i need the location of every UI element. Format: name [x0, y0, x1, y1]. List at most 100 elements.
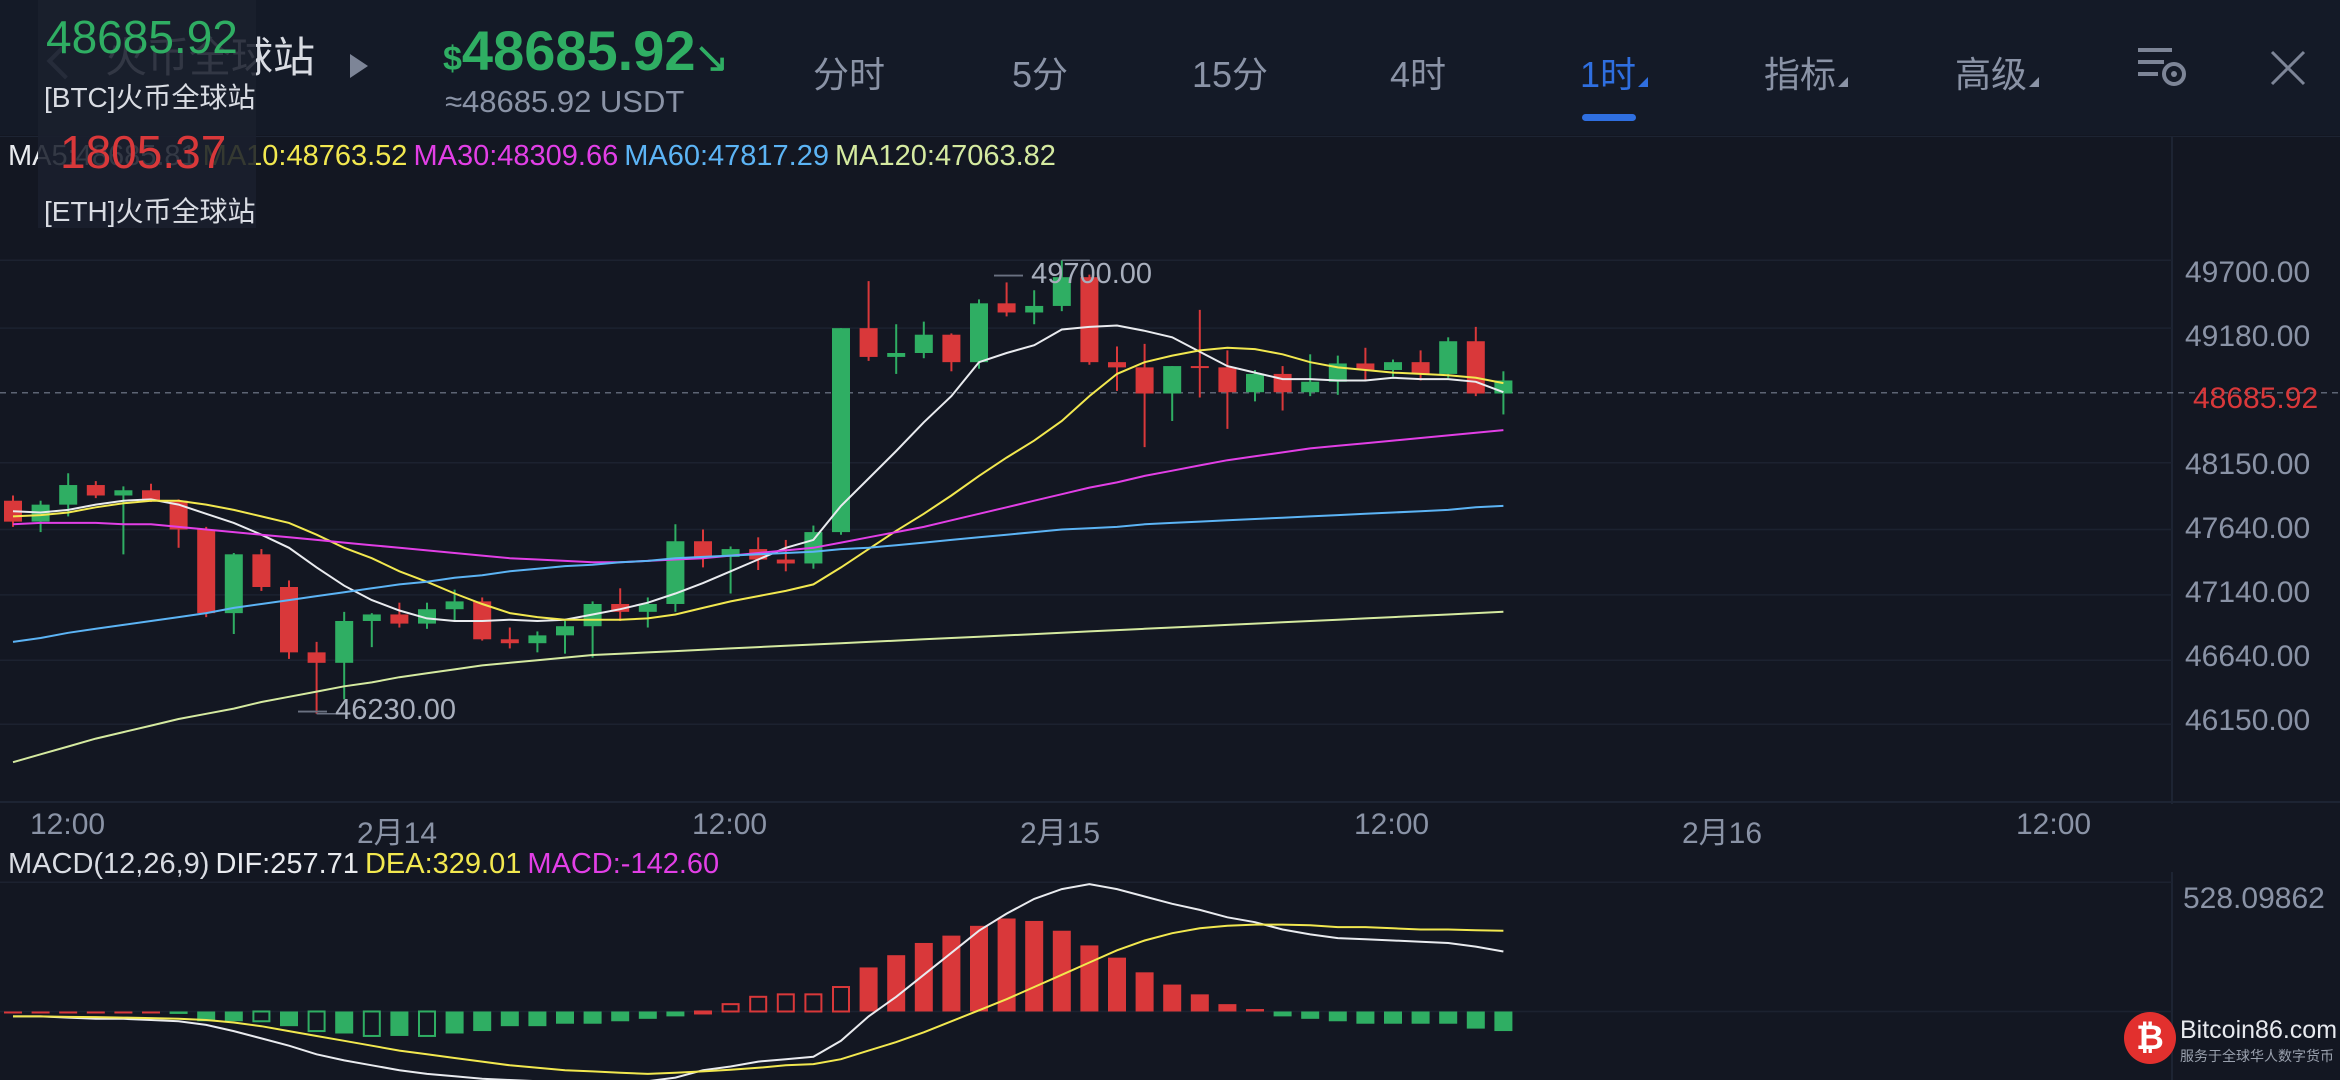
macd-bar [1384, 1011, 1402, 1024]
macd-bar [1080, 945, 1099, 1012]
macd-bar [1273, 1011, 1292, 1017]
dif-value: DIF:257.71 [215, 848, 359, 880]
candle-body [307, 652, 326, 663]
ma-line-ma60 [12, 504, 1504, 643]
candle-body [638, 603, 657, 612]
macd-bar [776, 993, 795, 1013]
candle-body [1356, 363, 1375, 370]
tab-label: 1时 [1580, 54, 1637, 95]
pair-switch-arrow-icon[interactable] [350, 54, 368, 78]
tab-1h[interactable]: 1时 [1580, 46, 1649, 98]
ma-line-ma10 [12, 346, 1504, 621]
eth-price: 1805.37 [60, 126, 227, 178]
macd-bar [887, 955, 906, 1012]
dif-line [13, 883, 1504, 1080]
candle-body [1025, 305, 1044, 313]
candle-body [1080, 277, 1099, 363]
macd-bar [169, 1011, 188, 1014]
candle-body [914, 334, 933, 354]
chart-settings-icon[interactable] [2136, 44, 2188, 92]
macd-bar [59, 1011, 78, 1014]
macd-bar [1411, 1011, 1430, 1024]
macd-bar [500, 1011, 519, 1027]
dropdown-triangle-icon [1838, 77, 1849, 87]
tab-label: 分时 [813, 54, 886, 95]
macd-bar [914, 942, 933, 1012]
current-price-value: 48685.92 [461, 19, 696, 82]
candle-body [418, 609, 436, 624]
macd-bar [804, 993, 823, 1013]
current-price-axis-label: 48685.92 [2193, 382, 2319, 415]
candlestick-chart[interactable] [0, 136, 2340, 804]
eth-label: [ETH]火币全球站 [44, 196, 256, 227]
active-tab-indicator [1582, 114, 1636, 121]
macd-bar [307, 1010, 326, 1033]
candle-body [1218, 367, 1237, 393]
ma-line-ma120 [12, 610, 1504, 764]
macd-legend: MACD(12,26,9) DIF:257.71 DEA:329.01 MACD:-1… [8, 848, 725, 881]
x-tick-label: 12:00 [692, 808, 768, 841]
macd-bar [556, 1011, 574, 1024]
tab-5min[interactable]: 5分 [1012, 46, 1068, 98]
compare-popup[interactable] [38, 0, 256, 228]
candle-body [1163, 366, 1182, 394]
ma-line-ma30 [12, 429, 1504, 564]
candle-body [335, 620, 354, 663]
dropdown-triangle-icon [1638, 77, 1649, 87]
candle-body [197, 529, 216, 614]
macd-bar [114, 1011, 133, 1014]
candle-body [776, 559, 795, 564]
candle-body [1384, 362, 1402, 370]
x-tick-label: 2月16 [1682, 817, 1763, 850]
candle-body [390, 614, 409, 624]
candle-body [832, 328, 850, 533]
candle-body [1108, 362, 1126, 368]
macd-bar [280, 1011, 298, 1027]
macd-bar [445, 1011, 464, 1034]
high-price-value: 49700.00 [1031, 258, 1153, 290]
macd-bar [1190, 994, 1209, 1012]
macd-bar [252, 1010, 271, 1023]
candle-body [1190, 366, 1209, 369]
candle-body [362, 614, 381, 621]
tab-fenshi[interactable]: 分时 [813, 46, 885, 98]
close-icon[interactable] [2268, 48, 2308, 88]
tab-advanced[interactable]: 高级 [1955, 46, 2040, 98]
macd-bar [942, 935, 961, 1012]
candle-body [859, 328, 878, 357]
macd-bar [142, 1011, 160, 1014]
macd-bar [31, 1011, 50, 1014]
macd-axis-label: 528.09862 [2183, 882, 2325, 915]
candle-body [1246, 373, 1264, 393]
macd-bar [362, 1010, 381, 1037]
macd-bar [1025, 920, 1044, 1012]
tab-4h[interactable]: 4时 [1390, 46, 1446, 98]
candle-body [694, 541, 712, 557]
candle-body [1052, 277, 1071, 306]
macd-chart[interactable] [0, 872, 2340, 1080]
btc-price: 48685.92 [46, 11, 238, 63]
candle-body [86, 485, 105, 496]
btc-label: [BTC]火币全球站 [44, 82, 256, 113]
macd-bar [1439, 1011, 1458, 1024]
tab-indicators[interactable]: 指标 [1764, 46, 1849, 98]
macd-bar [1108, 957, 1126, 1012]
macd-bar [749, 995, 768, 1013]
macd-value: MACD:-142.60 [527, 848, 720, 880]
macd-bar [1218, 1004, 1237, 1012]
candle-body [1301, 381, 1320, 393]
macd-bar [997, 918, 1016, 1012]
dea-value: DEA:329.01 [364, 848, 522, 880]
y-tick-label: 48150.00 [2185, 448, 2311, 481]
ma60-value: MA60:47817.29 [624, 140, 829, 172]
candle-body [1466, 341, 1485, 394]
y-tick-label: 49180.00 [2185, 320, 2311, 353]
macd-bar [528, 1011, 547, 1027]
tab-15min[interactable]: 15分 [1192, 46, 1268, 98]
candle-body [970, 303, 988, 363]
x-tick-label: 2月15 [1020, 817, 1101, 850]
y-tick-label: 49700.00 [2185, 256, 2311, 289]
macd-bar [666, 1011, 685, 1017]
macd-bar [611, 1011, 630, 1022]
candle-body [224, 554, 243, 614]
